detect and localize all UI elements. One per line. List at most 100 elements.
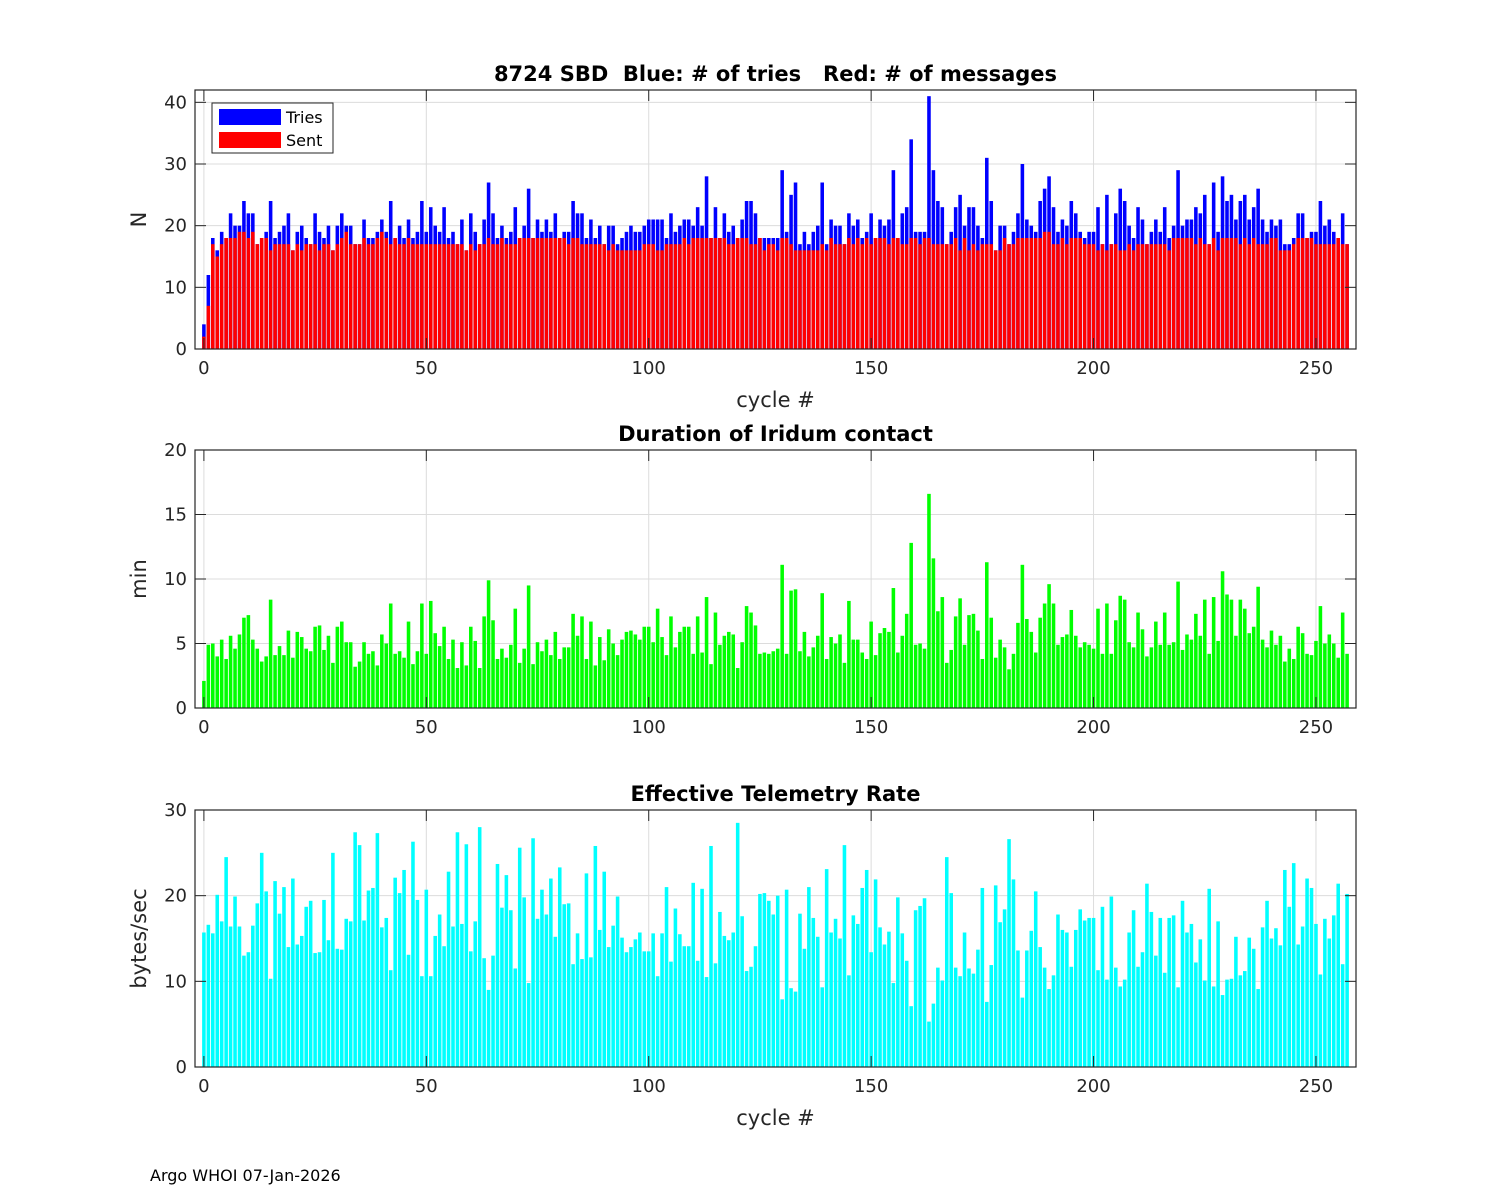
- bar-sent: [882, 238, 887, 349]
- bar-sent: [1002, 238, 1007, 349]
- bar-sent: [740, 238, 744, 349]
- bar-duration: [891, 588, 896, 708]
- bar-duration: [477, 668, 482, 708]
- bar-duration: [887, 631, 891, 708]
- bar-duration: [522, 648, 526, 708]
- x-tick-label: 200: [1076, 1076, 1110, 1097]
- bar-sent: [695, 238, 700, 349]
- bar-duration: [847, 600, 851, 708]
- bar-sent: [824, 250, 829, 349]
- bar-sent: [215, 256, 220, 349]
- bar-duration: [598, 637, 602, 708]
- bar-sent: [642, 244, 647, 349]
- bar-sent: [1154, 244, 1158, 349]
- bar-rate: [531, 838, 535, 1067]
- bar-duration: [1082, 642, 1087, 708]
- bar-duration: [833, 643, 838, 708]
- bar-sent: [784, 238, 789, 349]
- bar-duration: [744, 606, 749, 708]
- bar-duration: [509, 644, 513, 708]
- bar-rate: [993, 885, 998, 1067]
- bar-sent: [1078, 238, 1082, 349]
- bar-sent: [1109, 244, 1114, 349]
- bar-rate: [219, 921, 224, 1067]
- bar-duration: [255, 648, 260, 708]
- bar-rate: [517, 847, 522, 1067]
- bar-rate: [1345, 893, 1349, 1067]
- bar-rate: [228, 926, 233, 1067]
- bar-duration: [544, 639, 549, 708]
- chart-title: Duration of Iridum contact: [618, 422, 933, 446]
- bar-sent: [1114, 244, 1118, 349]
- axes-box: [194, 809, 1357, 1068]
- bar-sent: [704, 238, 709, 349]
- bar-sent: [1185, 238, 1189, 349]
- bar-duration: [589, 621, 593, 708]
- bar-rate: [771, 914, 776, 1067]
- bar-rate: [273, 881, 277, 1067]
- bar-sent: [397, 244, 402, 349]
- bar-sent: [211, 244, 215, 349]
- bar-duration: [793, 589, 798, 708]
- bar-rate: [1056, 914, 1060, 1067]
- bar-duration: [580, 616, 584, 708]
- y-tick-label: 30: [164, 800, 187, 821]
- bar-sent: [535, 238, 540, 349]
- bar-duration: [437, 646, 442, 708]
- bar-sent: [847, 238, 851, 349]
- bar-duration: [495, 658, 500, 708]
- bar-rate: [242, 955, 246, 1067]
- bar-sent: [446, 244, 451, 349]
- bar-rate: [1340, 964, 1345, 1067]
- bar-sent: [500, 238, 504, 349]
- bar-rate: [1100, 906, 1105, 1067]
- bar-duration: [967, 615, 971, 708]
- bar-sent: [700, 238, 704, 349]
- bar-duration: [1202, 599, 1207, 708]
- bar-rate: [464, 844, 469, 1067]
- bar-rate: [486, 989, 491, 1067]
- x-tick-label: 100: [632, 717, 666, 738]
- bar-rate: [1247, 937, 1252, 1067]
- bar-sent: [340, 238, 344, 349]
- y-tick-label: 20: [164, 440, 187, 461]
- bar-duration: [1140, 629, 1145, 708]
- bar-sent: [1065, 244, 1069, 349]
- bar-rate: [362, 920, 366, 1067]
- bar-sent: [815, 250, 820, 349]
- bar-sent: [366, 244, 371, 349]
- bar-sent: [1131, 250, 1136, 349]
- bar-sent: [1042, 231, 1047, 349]
- bar-rate: [259, 852, 264, 1067]
- bar-rate: [646, 951, 651, 1067]
- bar-sent: [624, 250, 629, 349]
- bar-sent: [371, 244, 375, 349]
- bar-sent: [433, 244, 437, 349]
- bar-duration: [673, 647, 678, 708]
- bar-duration: [771, 651, 776, 708]
- bar-sent: [767, 244, 771, 349]
- bar-duration: [388, 603, 393, 708]
- bar-duration: [918, 643, 922, 708]
- bar-rate: [793, 991, 798, 1067]
- bar-sent: [904, 244, 909, 349]
- bar-duration: [873, 655, 878, 708]
- bar-duration: [629, 630, 633, 708]
- bar-sent: [593, 244, 598, 349]
- bar-rate: [1202, 980, 1207, 1067]
- bar-duration: [1131, 647, 1136, 708]
- x-tick-label: 50: [415, 717, 438, 738]
- bar-sent: [282, 244, 286, 349]
- bar-rate: [1323, 918, 1327, 1067]
- x-tick-label: 50: [415, 358, 438, 379]
- bar-sent: [1274, 238, 1278, 349]
- bar-duration: [1056, 644, 1060, 708]
- bar-sent: [317, 250, 322, 349]
- bar-duration: [1073, 635, 1078, 708]
- bar-duration: [896, 652, 900, 708]
- bar-sent: [891, 238, 896, 349]
- bar-duration: [282, 655, 286, 708]
- bar-duration: [393, 653, 397, 708]
- bar-rate: [428, 976, 433, 1067]
- bar-sent: [718, 238, 722, 349]
